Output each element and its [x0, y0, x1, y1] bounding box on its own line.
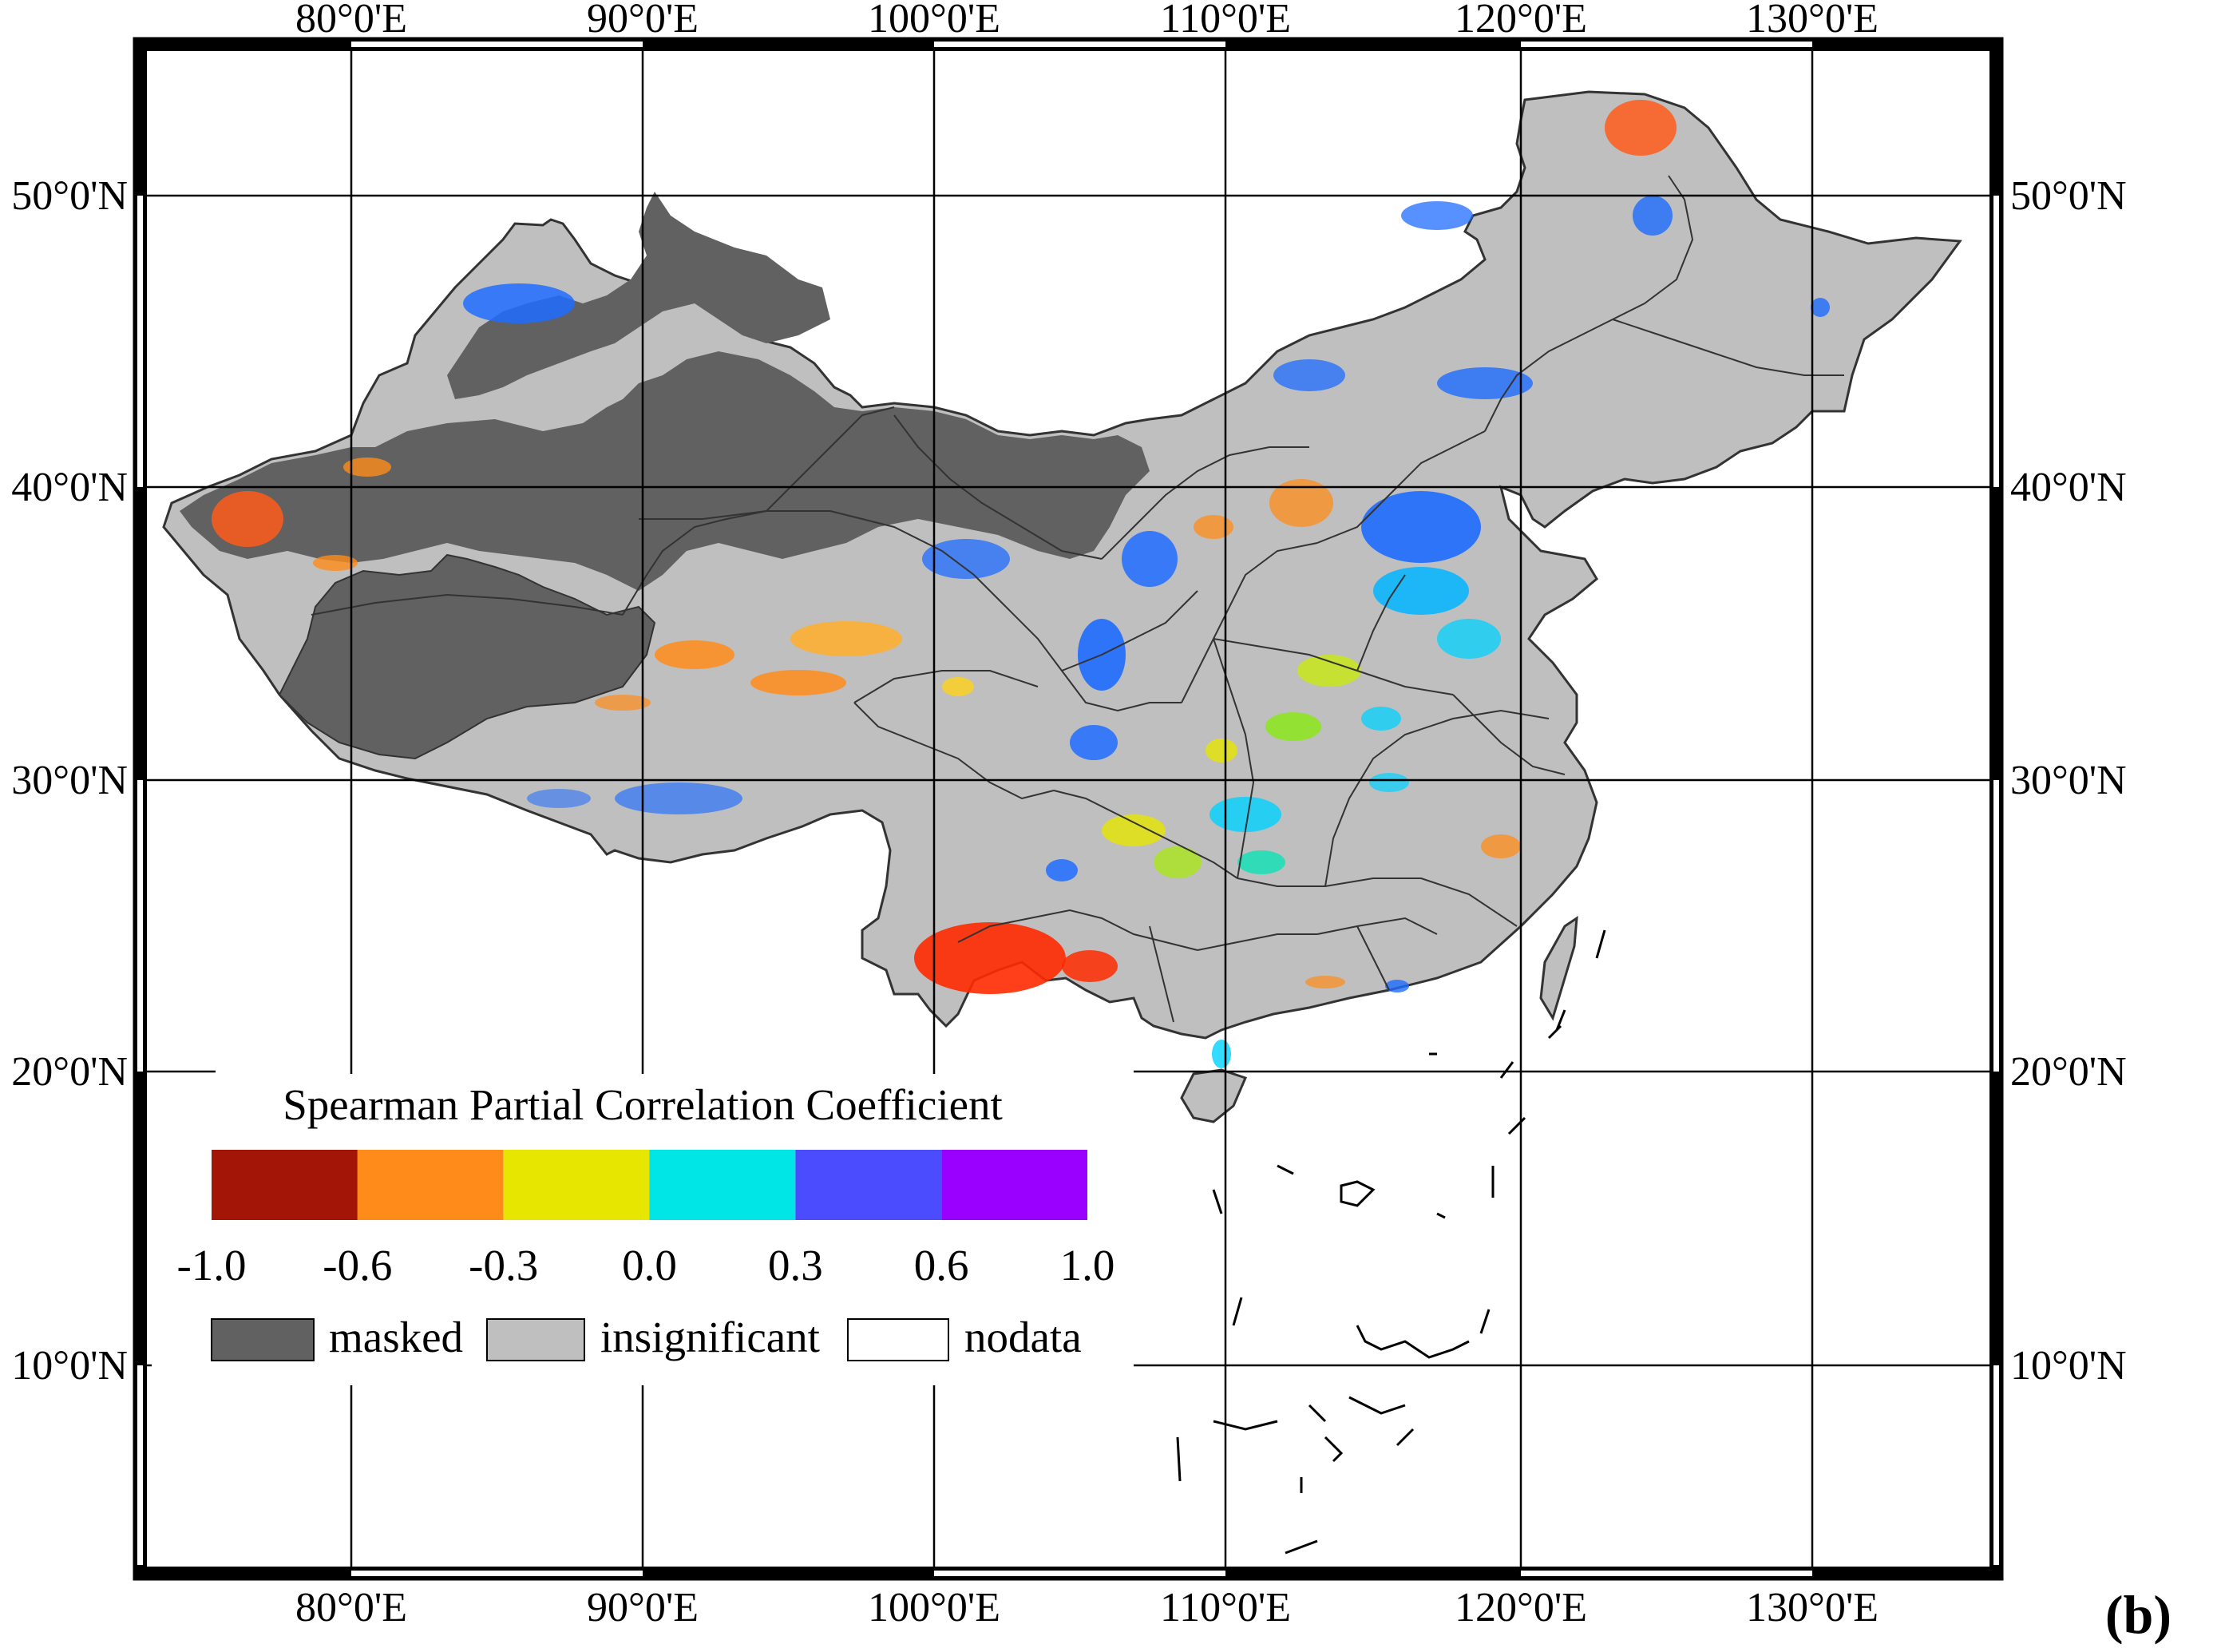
masked-label: masked — [329, 1313, 463, 1361]
lon-labels-bottom: 80°0'E 90°0'E 100°0'E 110°0'E 120°0'E 13… — [295, 1585, 1879, 1630]
lon-label-90e-top: 90°0'E — [587, 0, 699, 42]
colorbar-bin — [357, 1150, 504, 1220]
lat-label-40n-right: 40°0'N — [2010, 465, 2127, 510]
china-masked-area — [447, 192, 830, 399]
legend-title: Spearman Partial Correlation Coefficient — [283, 1080, 1003, 1129]
masked-swatch — [211, 1318, 315, 1361]
lat-labels-left: 50°0'N 40°0'N 30°0'N 20°0'N 10°0'N — [11, 173, 128, 1389]
taiwan-island — [1539, 916, 1578, 1021]
lon-label-130e-bottom: 130°0'E — [1746, 1585, 1879, 1630]
category-legend: masked insignificant nodata — [211, 1313, 1082, 1361]
lon-label-120e-top: 120°0'E — [1455, 0, 1587, 42]
correlation-patches — [212, 100, 1830, 1068]
colorbar-tick-label: -1.0 — [176, 1241, 246, 1290]
lon-label-100e-top: 100°0'E — [868, 0, 1000, 42]
colorbar-bin — [649, 1150, 796, 1220]
nodata-swatch — [847, 1318, 949, 1361]
legend: Spearman Partial Correlation Coefficient… — [152, 1074, 1134, 1385]
insignificant-label: insignificant — [600, 1313, 820, 1361]
lat-label-40n-left: 40°0'N — [11, 465, 128, 510]
colorbar-tick-label: 0.3 — [768, 1241, 823, 1290]
colorbar-tick-label: 1.0 — [1060, 1241, 1115, 1290]
lon-label-80e-top: 80°0'E — [295, 0, 407, 42]
lon-labels-top: 80°0'E 90°0'E 100°0'E 110°0'E 120°0'E 13… — [295, 0, 1879, 42]
lon-label-90e-bottom: 90°0'E — [587, 1585, 699, 1630]
lat-label-10n-left: 10°0'N — [11, 1343, 128, 1389]
legend-background — [152, 1074, 1134, 1385]
colorbar-tick-label: -0.3 — [469, 1241, 538, 1290]
colorbar-bin — [503, 1150, 650, 1220]
lon-label-100e-bottom: 100°0'E — [868, 1585, 1000, 1630]
insignificant-swatch — [486, 1318, 585, 1361]
colorbar-bin — [941, 1150, 1087, 1220]
lat-label-20n-right: 20°0'N — [2010, 1049, 2127, 1095]
colorbar — [212, 1150, 1087, 1220]
graticule — [147, 51, 1989, 1567]
lat-label-30n-left: 30°0'N — [11, 758, 128, 803]
colorbar-tick-label: 0.6 — [914, 1241, 969, 1290]
china-map — [162, 90, 1962, 1555]
colorbar-tick-label: -0.6 — [323, 1241, 392, 1290]
lon-label-80e-bottom: 80°0'E — [295, 1585, 407, 1630]
lat-label-30n-right: 30°0'N — [2010, 758, 2127, 803]
colorbar-tick-labels: -1.0 -0.6 -0.3 0.0 0.3 0.6 1.0 — [176, 1241, 1114, 1290]
lat-label-50n-right: 50°0'N — [2010, 173, 2127, 219]
colorbar-bin — [212, 1150, 358, 1220]
lat-labels-right: 50°0'N 40°0'N 30°0'N 20°0'N 10°0'N — [2010, 173, 2127, 1389]
lon-label-120e-bottom: 120°0'E — [1455, 1585, 1587, 1630]
lon-label-130e-top: 130°0'E — [1746, 0, 1879, 42]
panel-label: (b) — [2105, 1584, 2172, 1645]
china-masked-area — [180, 351, 1150, 591]
lon-label-110e-bottom: 110°0'E — [1160, 1585, 1291, 1630]
south-china-sea-islands — [1176, 929, 1606, 1555]
nodata-label: nodata — [964, 1313, 1082, 1361]
lon-label-110e-top: 110°0'E — [1160, 0, 1291, 42]
lat-label-10n-right: 10°0'N — [2010, 1343, 2127, 1389]
colorbar-tick-label: 0.0 — [622, 1241, 677, 1290]
lat-label-50n-left: 50°0'N — [11, 173, 128, 219]
colorbar-bin — [795, 1150, 942, 1220]
lat-label-20n-left: 20°0'N — [11, 1049, 128, 1095]
